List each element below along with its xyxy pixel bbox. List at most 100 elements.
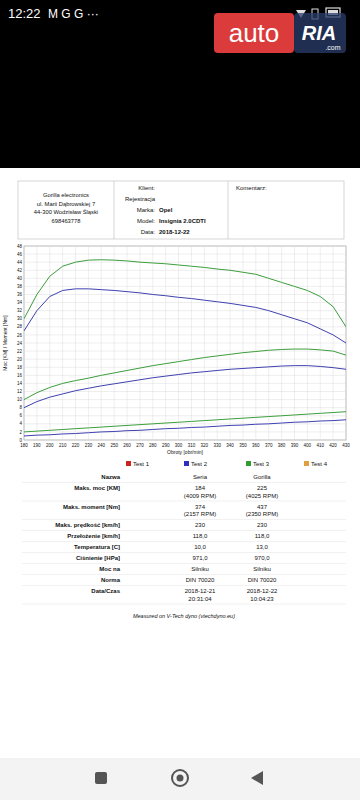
field-label: Model: — [137, 218, 155, 224]
x-tick-label: 400 — [304, 443, 312, 448]
y-tick-label: 18 — [17, 365, 23, 370]
row-label: Norma — [101, 577, 121, 583]
grid-line — [294, 246, 295, 440]
top-dark — [0, 0, 360, 168]
row-separator — [22, 501, 346, 502]
x-tick-label: 300 — [175, 443, 183, 448]
grid-line — [24, 254, 346, 255]
x-tick-label: 220 — [72, 443, 80, 448]
field-value: Opel — [159, 207, 173, 213]
x-tick-label: 430 — [342, 443, 350, 448]
x-tick-label: 420 — [329, 443, 337, 448]
grid-line — [24, 326, 346, 327]
cell: 118,0 — [255, 533, 270, 539]
cell: Silniku — [253, 566, 271, 572]
row-label: Ciśnienie [HPa] — [76, 555, 120, 561]
grid-line — [24, 407, 346, 408]
x-tick-label: 320 — [201, 443, 209, 448]
cell: 970,0 — [254, 555, 270, 561]
cell: 437 — [257, 504, 268, 510]
grid-line — [88, 246, 89, 440]
grid-line — [24, 246, 346, 247]
row-label: Nazwa — [101, 474, 120, 480]
cell: DIN 70020 — [186, 577, 215, 583]
grid-line — [24, 310, 346, 311]
grid-line — [204, 246, 205, 440]
x-tick-label: 230 — [85, 443, 93, 448]
grid-line — [281, 246, 282, 440]
grid-line — [24, 399, 346, 400]
cell: 13,0 — [256, 544, 268, 550]
cell: Silniku — [191, 566, 209, 572]
plot-lines — [24, 260, 346, 436]
cell: Gorilla — [253, 474, 271, 480]
screen: 12:22M G G ···autoRIA.comGorilla electro… — [0, 0, 360, 800]
grid-line — [75, 246, 76, 440]
grid-line — [242, 246, 243, 440]
grid-line — [24, 262, 346, 263]
grid-line — [24, 294, 346, 295]
series-line — [24, 420, 346, 436]
grid-line — [165, 246, 166, 440]
grid-line — [24, 286, 346, 287]
logo-red — [214, 13, 294, 53]
cell: (2350 RPM) — [246, 511, 278, 517]
grid-line — [62, 246, 63, 440]
y-tick-label: 46 — [17, 252, 23, 257]
y-tick-label: 38 — [17, 284, 23, 289]
field-label: Rejestracja — [125, 196, 156, 202]
y-tick-label: 42 — [17, 268, 23, 273]
grid-line — [101, 246, 102, 440]
y-tick-label: 22 — [17, 349, 23, 354]
status-icons: M G G ··· — [48, 7, 99, 21]
x-tick-label: 240 — [98, 443, 106, 448]
field-label: Klient: — [138, 185, 155, 191]
x-tick-label: 180 — [20, 443, 28, 448]
field-value: Insignia 2.0CDTI — [159, 218, 206, 224]
cell: (2157 RPM) — [184, 511, 216, 517]
x-tick-label: 380 — [278, 443, 286, 448]
cell: 2018-12-22 — [247, 588, 278, 594]
grid-line — [307, 246, 308, 440]
row-separator — [22, 541, 346, 542]
legend-swatch — [246, 461, 251, 466]
nav-recent — [95, 772, 107, 784]
footer: Measured on V-Tech dyno (vtechdyno.eu) — [133, 613, 235, 619]
nav-bar — [0, 758, 360, 800]
y-tick-label: 0 — [19, 438, 22, 443]
y-tick-label: 24 — [17, 341, 23, 346]
grid-line — [139, 246, 140, 440]
row-label: Temperatura [C] — [74, 544, 120, 550]
y-axis-title: Moc [KM] / Moment [Nm] — [2, 315, 8, 371]
y-tick-label: 14 — [17, 381, 23, 386]
grid-line — [217, 246, 218, 440]
company-line: 44-300 Wodzisław Śląski — [34, 208, 98, 215]
x-tick-label: 210 — [59, 443, 67, 448]
legend-swatch — [304, 461, 309, 466]
y-tick-label: 12 — [17, 389, 23, 394]
row-label: Moc na — [99, 566, 120, 572]
row-separator — [22, 563, 346, 564]
x-tick-label: 350 — [239, 443, 247, 448]
y-tick-label: 10 — [17, 397, 23, 402]
legend-entry: Test 4 — [311, 461, 328, 467]
x-tick-label: 200 — [46, 443, 54, 448]
grid-line — [320, 246, 321, 440]
cell: 10:04:23 — [250, 596, 274, 602]
grid-line — [24, 431, 346, 432]
logo-com: .com — [325, 44, 340, 51]
cell: 971,0 — [192, 555, 208, 561]
cell: 118,0 — [193, 533, 208, 539]
company-line: 698463778 — [51, 218, 80, 224]
cell: (4009 RPM) — [184, 493, 216, 499]
row-label: Data/Czas — [91, 588, 120, 594]
row-separator — [22, 552, 346, 553]
y-tick-label: 28 — [17, 324, 23, 329]
x-tick-label: 340 — [226, 443, 234, 448]
cell: 230 — [195, 522, 206, 528]
field-label: Data: — [141, 229, 156, 235]
row-label: Maks. prędkość [km/h] — [55, 522, 120, 528]
cell: 10,0 — [194, 544, 206, 550]
y-tick-label: 32 — [17, 308, 23, 313]
x-tick-label: 410 — [316, 443, 324, 448]
